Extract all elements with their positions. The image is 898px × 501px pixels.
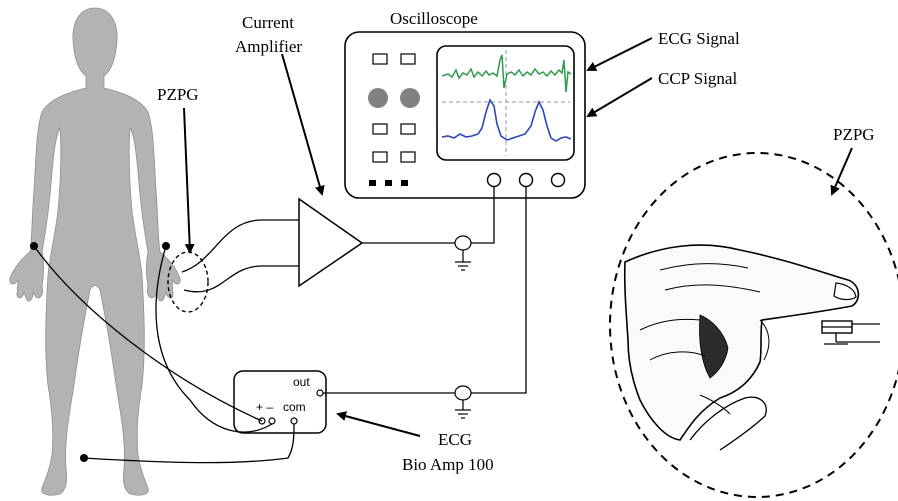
bio-amp-body xyxy=(233,370,327,434)
arrow-to-pzpg-zoom xyxy=(830,147,853,196)
scope-indicator xyxy=(369,180,376,186)
ccp-signal-label: CCP Signal xyxy=(658,69,737,88)
finger-illustration xyxy=(623,244,860,451)
scope-button xyxy=(372,123,388,135)
scope-input2-wire xyxy=(471,187,527,394)
bio-amp-com-label: com xyxy=(283,400,306,414)
scope-button xyxy=(400,123,416,135)
pzpg-wire-top xyxy=(181,219,299,273)
ecg-label-line2: Bio Amp 100 xyxy=(402,455,494,474)
arrow-to-pzpg-hand xyxy=(183,107,195,254)
scope-button xyxy=(400,53,416,65)
probe-input-1 xyxy=(486,172,502,188)
coax-shield-symbol-2 xyxy=(454,385,472,419)
scope-button xyxy=(400,151,416,163)
coax-shield-symbol-1 xyxy=(454,235,472,271)
oscilloscope-label: Oscilloscope xyxy=(390,9,478,28)
current-amplifier-label-line2: Amplifier xyxy=(235,37,302,56)
fingernail xyxy=(833,282,857,301)
ecg-trace xyxy=(441,54,572,93)
pzpg-sensor-highlight xyxy=(167,251,209,313)
current-amplifier-label-line1: Current xyxy=(242,13,294,32)
current-amplifier-symbol xyxy=(298,197,364,288)
ecg-bio-amp-box: out + – com xyxy=(233,370,327,434)
pzpg-label-left: PZPG xyxy=(157,85,199,104)
scope-input1-wire xyxy=(471,187,495,244)
bio-amp-minus-jack xyxy=(268,417,276,425)
finger-shading xyxy=(699,314,729,379)
pzpg-wire-bottom xyxy=(183,265,299,293)
ccp-trace xyxy=(441,98,572,142)
arrow-to-bio-amp xyxy=(336,411,421,437)
bio-amp-out-label: out xyxy=(293,375,310,389)
scope-indicator xyxy=(401,180,408,186)
ecg-lead-left-wrist xyxy=(155,245,273,433)
arrow-to-amplifier xyxy=(281,53,325,196)
probe-input-3 xyxy=(550,172,566,188)
ecg-signal-label: ECG Signal xyxy=(658,29,740,48)
probe-input-2 xyxy=(518,172,534,188)
scope-knob xyxy=(400,88,420,108)
bio-amp-inputs-label: + – xyxy=(256,400,273,414)
finger-crease-lines xyxy=(639,263,770,415)
hand-outline xyxy=(623,244,860,441)
ecg-lead-ankle xyxy=(83,423,295,464)
bio-amp-com-jack xyxy=(290,417,298,425)
thumb-outline xyxy=(689,396,767,451)
ecg-label-line1: ECG xyxy=(438,430,472,449)
scope-button xyxy=(372,151,388,163)
scope-button xyxy=(372,53,388,65)
oscilloscope xyxy=(344,31,586,199)
pzpg-sensor xyxy=(821,320,880,345)
arrow-to-ecg-trace xyxy=(586,37,653,71)
ecg-lead-right-wrist xyxy=(33,245,263,422)
arrow-to-ccp-trace xyxy=(586,77,653,118)
human-body-silhouette xyxy=(9,7,181,496)
pzpg-label-right: PZPG xyxy=(833,125,875,144)
scope-knob xyxy=(368,88,388,108)
bio-amp-out-jack xyxy=(316,389,324,397)
scope-indicator xyxy=(385,180,392,186)
body-shape xyxy=(9,7,181,496)
